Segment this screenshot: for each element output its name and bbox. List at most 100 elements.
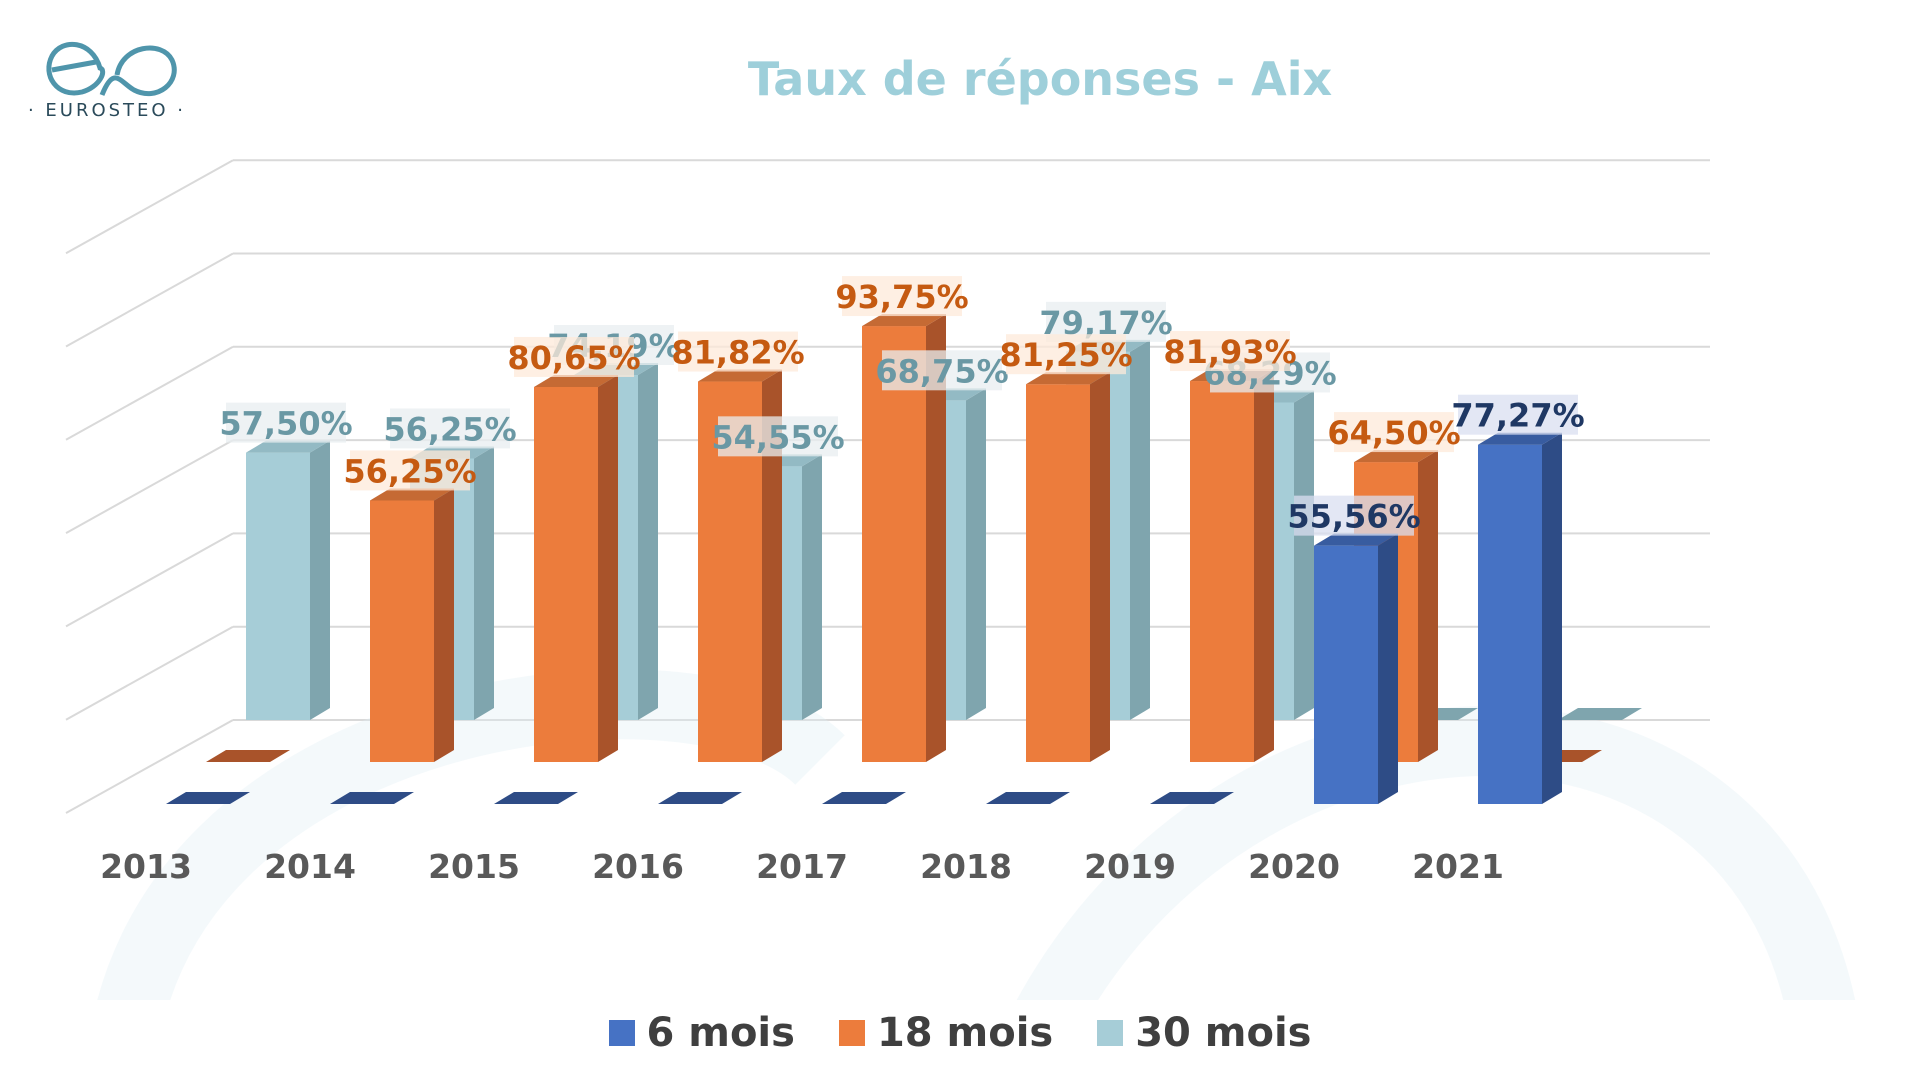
bar-18-mois-2014 [370, 488, 454, 762]
data-label: 64,50% [1327, 414, 1460, 452]
x-tick-label: 2018 [920, 847, 1012, 886]
bar-18-mois-2019 [1190, 369, 1274, 762]
data-label: 57,50% [219, 405, 352, 443]
x-tick-label: 2021 [1412, 847, 1504, 886]
legend-swatch [838, 1020, 865, 1046]
data-label-bg [882, 350, 1002, 391]
side-gridline [65, 252, 234, 348]
x-tick-label: 2015 [428, 847, 520, 886]
bar-zero [494, 792, 578, 804]
bar-side [310, 440, 330, 720]
bar-top [698, 369, 782, 382]
bar-side [1418, 450, 1438, 762]
bar-front [1478, 444, 1542, 804]
x-tick-label: 2016 [592, 847, 684, 886]
data-label-bg [1458, 394, 1578, 435]
bar-side [966, 388, 986, 720]
bar-top [1314, 533, 1398, 546]
bar-zero [166, 792, 250, 804]
logo-wordmark: · EUROSTEO · [27, 100, 187, 121]
bar-zero [1558, 708, 1642, 720]
bar-side [434, 488, 454, 762]
side-gridline [65, 625, 234, 721]
bar-front [370, 500, 434, 762]
bar-6-mois-2017 [822, 792, 906, 804]
bar-side [762, 369, 782, 762]
x-tick-label: 2013 [100, 847, 192, 886]
data-label-bg [678, 331, 798, 372]
bar-side [474, 446, 494, 720]
data-label: 81,82% [671, 334, 804, 372]
bar-30-mois-2021 [1558, 708, 1642, 720]
side-gridline [65, 532, 234, 628]
data-label: 68,75% [875, 352, 1008, 390]
bar-18-mois-2018 [1026, 372, 1110, 762]
legend-item: 6 mois [608, 1010, 795, 1056]
bar-6-mois-2014 [330, 792, 414, 804]
data-label: 81,25% [999, 336, 1132, 374]
bar-top [862, 314, 946, 327]
bar-zero [1150, 792, 1234, 804]
bar-side [1542, 432, 1562, 804]
bar-6-mois-2020 [1314, 533, 1398, 804]
data-label-bg [1170, 331, 1290, 372]
x-tick-label: 2020 [1248, 847, 1340, 886]
data-label-bg [1334, 412, 1454, 453]
data-label: 56,25% [383, 410, 516, 448]
bar-side [1090, 372, 1110, 762]
data-label-bg [514, 336, 634, 377]
legend-item: 18 mois [838, 1010, 1053, 1056]
bars [166, 314, 1642, 804]
side-gridline [65, 439, 234, 534]
data-label-bg [350, 450, 470, 491]
bar-zero [822, 792, 906, 804]
bar-side [598, 374, 618, 762]
bar-top [1478, 432, 1562, 445]
legend-item: 30 mois [1097, 1010, 1312, 1056]
x-tick-label: 2017 [756, 847, 848, 886]
bar-6-mois-2013 [166, 792, 250, 804]
bar-6-mois-2018 [986, 792, 1070, 804]
data-labels: 57,50%56,25%74,19%54,55%68,75%79,17%68,2… [219, 276, 1585, 536]
bar-front [246, 452, 310, 720]
x-tick-label: 2014 [264, 847, 356, 886]
chart-title: Taux de réponses - Aix [747, 52, 1333, 106]
data-label: 77,27% [1451, 397, 1584, 435]
bar-top [1026, 372, 1110, 385]
legend-swatch [608, 1020, 635, 1046]
data-label-bg [226, 402, 346, 443]
chart-legend: 6 mois 18 mois 30 mois [0, 1008, 1920, 1058]
bar-6-mois-2015 [494, 792, 578, 804]
bar-front [534, 386, 598, 762]
eurosteo-logo [46, 41, 177, 97]
data-label-bg [1294, 495, 1414, 536]
side-gridline [65, 719, 234, 814]
bar-top [370, 488, 454, 501]
legend-label: 6 mois [646, 1010, 795, 1056]
data-label-bg [390, 408, 510, 449]
bar-zero [330, 792, 414, 804]
bar-side [1378, 533, 1398, 804]
bar-6-mois-2019 [1150, 792, 1234, 804]
data-label: 54,55% [711, 418, 844, 456]
bar-top [246, 440, 330, 453]
bar-front [1026, 384, 1090, 762]
legend-swatch [1097, 1020, 1124, 1046]
bar-front [1190, 381, 1254, 762]
data-label: 56,25% [343, 452, 476, 490]
bar-18-mois-2015 [534, 374, 618, 762]
data-label-bg [842, 276, 962, 317]
bar-18-mois-2013 [206, 750, 290, 762]
side-gridline [65, 345, 234, 441]
bar-top [534, 374, 618, 387]
bar-side [1254, 369, 1274, 762]
bar-18-mois-2017 [862, 314, 946, 762]
bar-6-mois-2021 [1478, 432, 1562, 804]
data-label: 55,56% [1287, 498, 1420, 536]
bar-top [1354, 450, 1438, 463]
data-label: 81,93% [1163, 333, 1296, 371]
bar-side [1130, 339, 1150, 720]
x-tick-label: 2019 [1084, 847, 1176, 886]
bar-side [1294, 390, 1314, 720]
